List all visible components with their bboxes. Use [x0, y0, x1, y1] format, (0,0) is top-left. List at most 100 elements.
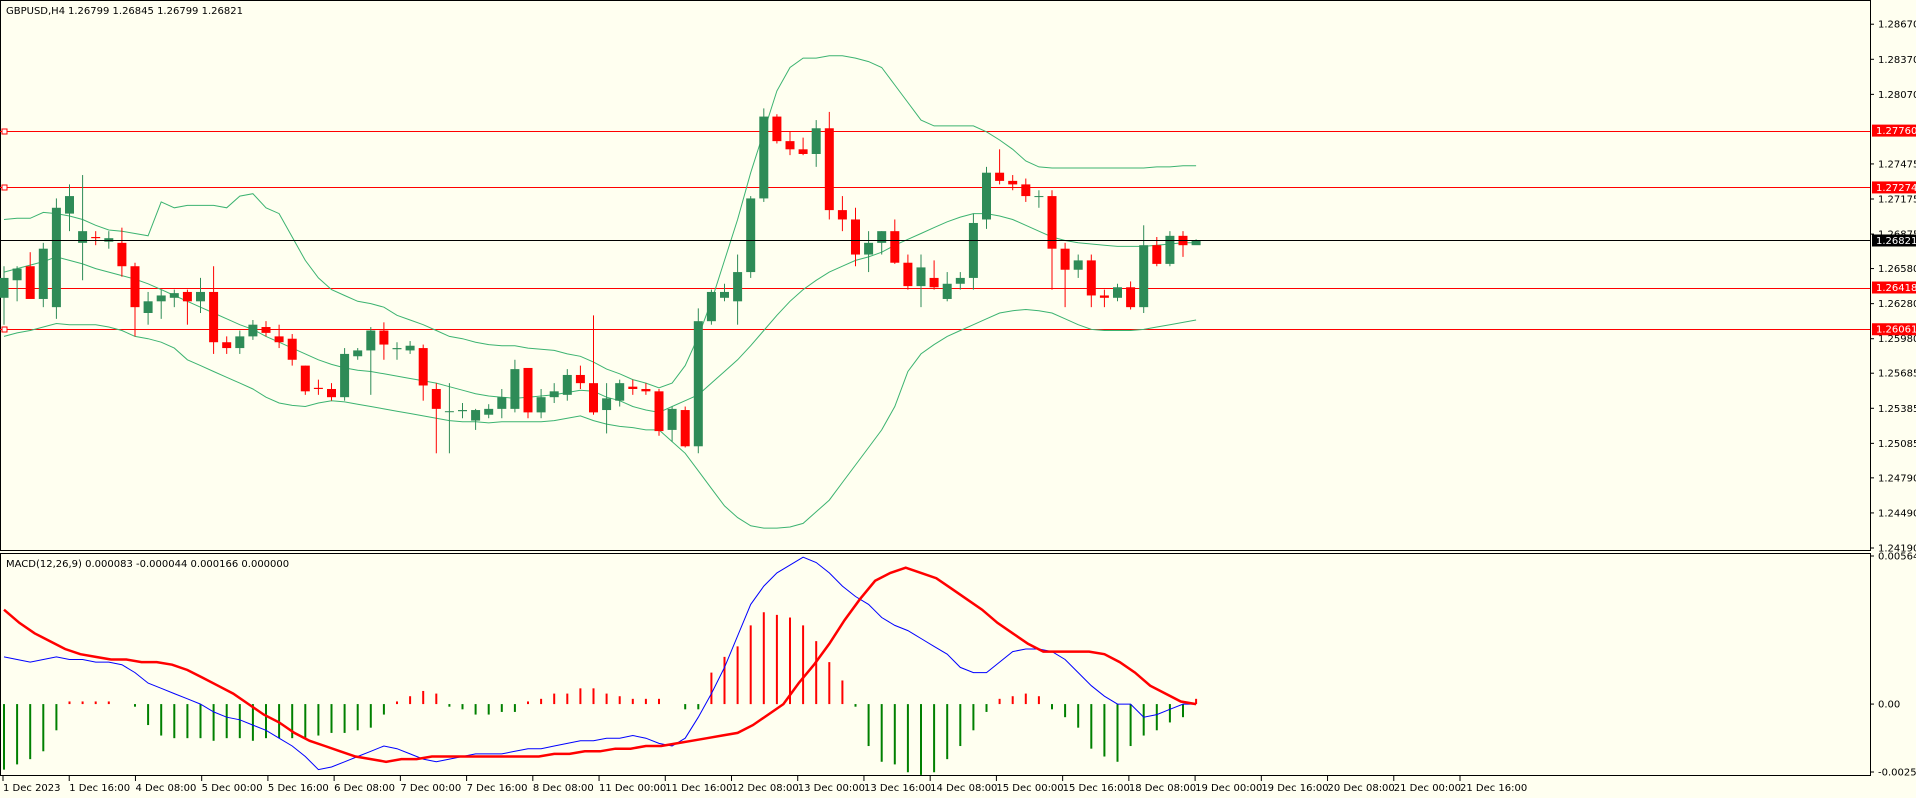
candle-body	[615, 383, 625, 401]
level-marker-icon	[1, 128, 8, 135]
candle-body	[130, 266, 140, 308]
candle-body	[510, 369, 520, 409]
price-tick-label: 1.25980	[1878, 334, 1916, 345]
candle-body	[91, 237, 101, 239]
candle-body	[405, 345, 415, 351]
candle-body	[471, 410, 481, 421]
macd-tick-label: 0.005646	[1878, 552, 1916, 563]
candle-body	[366, 330, 376, 351]
time-tick-label: 14 Dec 08:00	[930, 783, 997, 794]
price-tick-label: 1.25085	[1878, 439, 1916, 450]
candle-body	[733, 272, 743, 302]
candle-body	[798, 149, 808, 154]
candle-body	[1139, 245, 1149, 308]
candle-body	[431, 388, 441, 409]
time-tick-label: 5 Dec 16:00	[268, 783, 329, 794]
price-tick-label: 1.24490	[1878, 508, 1916, 519]
price-pane-frame	[0, 0, 1871, 551]
candle-body	[1099, 295, 1109, 298]
signal-line	[3, 566, 1197, 764]
candle-body	[0, 277, 9, 298]
time-tick-label: 18 Dec 08:00	[1129, 783, 1196, 794]
candle-body	[353, 350, 363, 357]
candle-body	[1034, 196, 1044, 198]
candle-body	[995, 172, 1005, 181]
candle-body	[641, 388, 651, 392]
candle-body	[1126, 287, 1136, 308]
candle-body	[1152, 245, 1162, 264]
level-tags: 1.27760 1.27274 1.26418 1.26061 1.26821	[1872, 124, 1916, 336]
time-tick-label: 7 Dec 00:00	[400, 783, 461, 794]
candle-body	[877, 231, 887, 243]
candle-body	[392, 348, 402, 350]
price-tick-label: 1.28670	[1878, 20, 1916, 31]
time-tick-label: 7 Dec 16:00	[467, 783, 528, 794]
bollinger-lower	[3, 308, 1197, 529]
candle-body	[300, 365, 310, 392]
candle-body	[65, 196, 74, 214]
level-marker-icon	[1, 184, 8, 191]
macd-tick-label: -0.00259	[1878, 768, 1916, 779]
price-tick-label: 1.27475	[1878, 159, 1916, 170]
candle-body	[209, 291, 219, 343]
symbol-header: GBPUSD,H4	[6, 6, 65, 17]
price-pane[interactable]: 1.28670 1.28370 1.28070 1.27475 1.27175 1.268…	[0, 0, 1916, 555]
candle-body	[1191, 240, 1201, 246]
candle-body	[340, 353, 350, 398]
current-price-tag: 1.26821	[1876, 236, 1916, 247]
candle-body	[562, 374, 572, 395]
candle-body	[955, 277, 965, 284]
price-tick-label: 1.27175	[1878, 195, 1916, 206]
horizontal-levels	[0, 128, 1870, 333]
candle-body	[484, 408, 494, 415]
level-tag-bg	[1872, 323, 1916, 336]
candle-body	[759, 116, 769, 199]
candle-body	[982, 172, 991, 220]
candle-body	[235, 336, 245, 349]
candle-body	[706, 291, 716, 322]
price-axis: 1.28670 1.28370 1.28070 1.27475 1.27175 1.268…	[1870, 20, 1916, 555]
candle-body	[104, 238, 114, 242]
candle-body	[1073, 260, 1083, 270]
candle-body	[523, 367, 533, 413]
macd-line	[3, 556, 1197, 771]
time-axis: 1 Dec 2023 1 Dec 16:00 4 Dec 08:00 5 Dec 00…	[2, 776, 1527, 794]
time-tick-label: 13 Dec 00:00	[798, 783, 865, 794]
candle-body	[248, 324, 258, 337]
level-tag-label: 1.27274	[1876, 183, 1916, 194]
candle-body	[1165, 235, 1175, 264]
candle-body	[222, 342, 232, 349]
candle-body	[1008, 180, 1018, 185]
time-tick-label: 15 Dec 00:00	[996, 783, 1063, 794]
candle-body	[549, 391, 559, 398]
candle-body	[418, 348, 428, 386]
candle-body	[444, 411, 454, 413]
macd-pane-frame	[0, 553, 1871, 776]
level-tag-label: 1.27760	[1876, 126, 1916, 137]
time-tick-label: 4 Dec 08:00	[135, 783, 196, 794]
time-tick-label: 6 Dec 08:00	[334, 783, 395, 794]
time-tick-label: 11 Dec 16:00	[665, 783, 732, 794]
macd-tick-label: 0.00	[1878, 700, 1900, 711]
macd-axis: 0.005646 0.00 -0.00259	[1870, 552, 1916, 779]
candle-body	[12, 268, 22, 281]
price-tick-label: 1.24790	[1878, 473, 1916, 484]
time-tick-label: 13 Dec 16:00	[864, 783, 931, 794]
macd-pane[interactable]: 0.005646 0.00 -0.00259 MACD(12,26,9) 0.000…	[0, 552, 1916, 779]
candle-body	[1086, 260, 1096, 296]
candle-body	[274, 336, 284, 343]
price-tick-label: 1.26580	[1878, 264, 1916, 275]
candle-body	[628, 386, 638, 389]
candle-body	[536, 397, 546, 413]
time-tick-label: 21 Dec 16:00	[1460, 783, 1527, 794]
candle-body	[667, 408, 677, 430]
candle-body	[811, 128, 821, 154]
price-tick-label: 1.24190	[1878, 544, 1916, 555]
candle-body	[497, 397, 507, 409]
candle-body	[916, 267, 926, 287]
macd-header: MACD(12,26,9) 0.000083 -0.000044 0.00016…	[6, 559, 289, 570]
bollinger-middle	[3, 213, 1197, 413]
candle-body	[78, 231, 88, 243]
